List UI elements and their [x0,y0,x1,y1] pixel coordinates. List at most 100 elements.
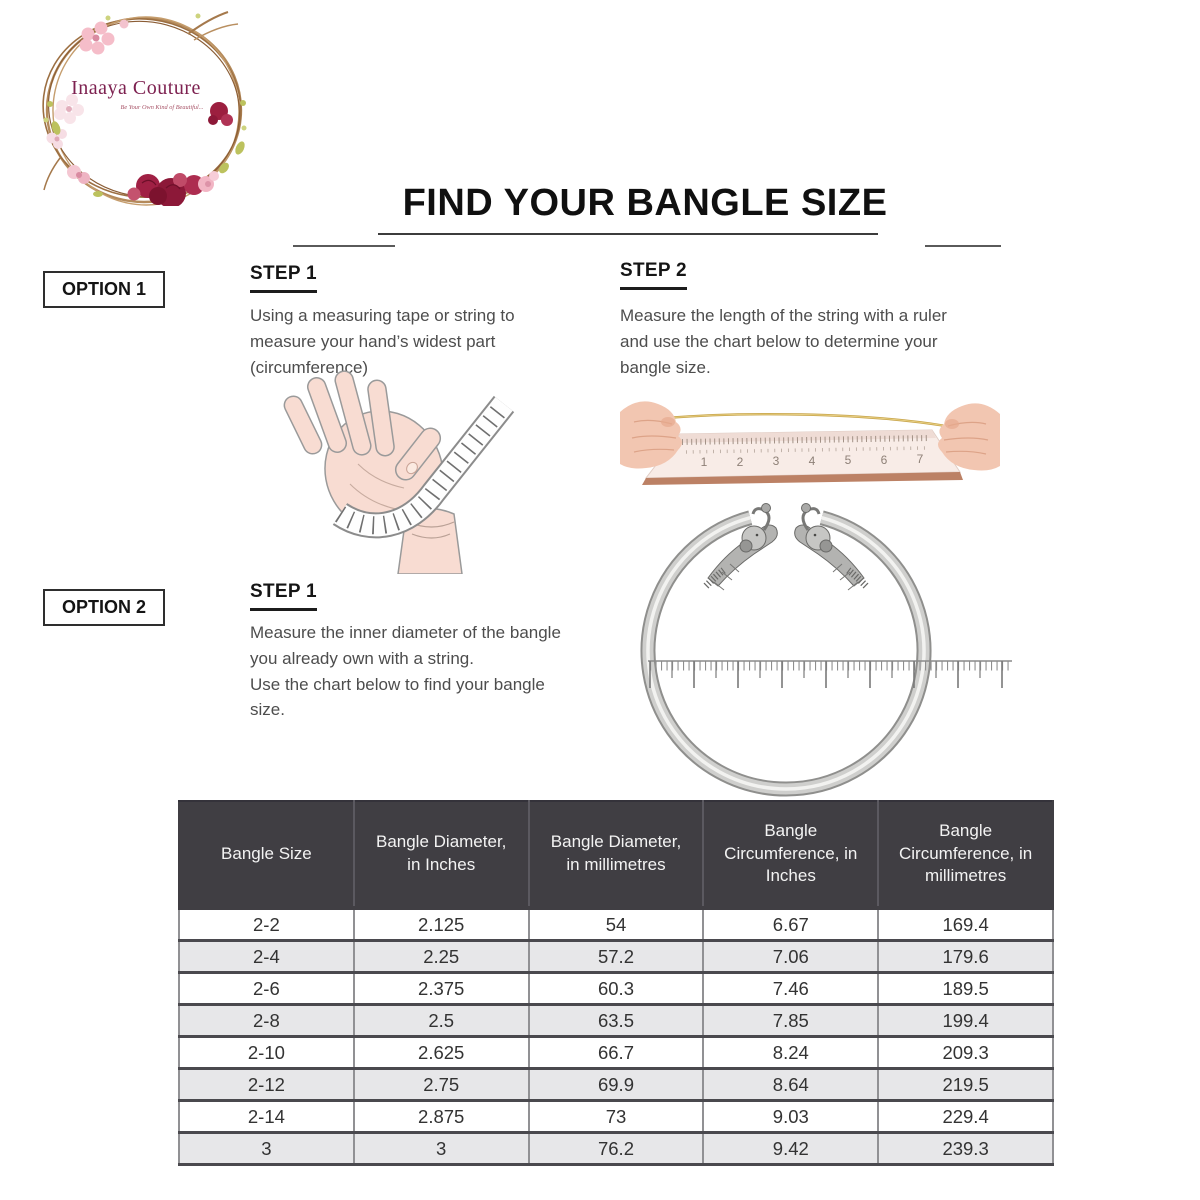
string-over-ruler-photo: 1 2 3 4 5 6 7 [620,401,1000,485]
cell: 7.85 [702,1003,880,1037]
cell: 60.3 [527,971,705,1005]
cell: 2-6 [178,971,355,1005]
cell: 6.67 [702,906,880,941]
title-underline [378,233,878,235]
wreath-leaves [43,13,247,197]
bangle-over-ruler-illustration [640,503,1012,797]
cell: 2.25 [352,939,530,973]
text-line: and use the chart below to determine you… [620,331,938,351]
table-row: 3 3 76.2 9.42 239.3 [178,1131,1054,1166]
cell: 69.9 [527,1067,705,1101]
flower-right-maroon [208,102,233,126]
option2-label: OPTION 2 [43,589,165,626]
bangle-ring [640,510,932,797]
text-line: (circumference) [250,357,369,377]
cell: 7.46 [702,971,880,1005]
thumb [394,427,442,481]
brand-logo: Inaaya Couture Be Your Own Kind of Beaut… [42,11,247,206]
flower-bottom-left [67,165,90,184]
cell: 2-14 [178,1099,355,1133]
option1-step2-text: Measure the length of the string with a … [620,303,1030,380]
cell: 179.6 [877,939,1054,973]
option2-step1-text: Measure the inner diameter of the bangle… [250,620,630,723]
flower-left [46,94,84,149]
cell: 189.5 [877,971,1054,1005]
page-title: FIND YOUR BANGLE SIZE [402,182,888,224]
col-header-bangle-size: Bangle Size [178,800,355,910]
decorative-line-right [925,245,1001,247]
cell: 8.64 [702,1067,880,1101]
cell: 2-2 [178,906,355,941]
text-line: you already own with a string. [250,648,474,668]
cell: 199.4 [877,1003,1054,1037]
text-line: Use the chart below to find your bangle [250,674,545,694]
size-chart-table: Bangle Size Bangle Diameter, in Inches B… [178,800,1054,1166]
right-hand [938,403,1000,471]
option1-step1-text: Using a measuring tape or string to meas… [250,303,590,380]
brand-name: Inaaya Couture [71,77,201,99]
hand-measuring-tape-illustration [283,370,515,574]
svg-text:3: 3 [773,454,780,468]
text-line: Measure the length of the string with a … [620,306,947,325]
cell: 2.125 [352,906,530,941]
table-row: 2-12 2.75 69.9 8.64 219.5 [178,1067,1054,1101]
cell: 8.24 [702,1035,880,1069]
svg-text:1: 1 [701,455,708,469]
col-header-diameter-inches: Bangle Diameter, in Inches [352,800,530,910]
cell: 7.06 [702,939,880,973]
table-row: 2-8 2.5 63.5 7.85 199.4 [178,1003,1054,1037]
col-header-diameter-mm: Bangle Diameter, in millimetres [527,800,705,910]
cell: 3 [178,1131,355,1166]
text-line: measure your hand’s widest part [250,331,496,351]
text-line: Measure the inner diameter of the bangle [250,623,561,642]
cell: 57.2 [527,939,705,973]
option1-step2-heading: STEP 2 [620,260,687,290]
string [665,412,947,428]
brand-tagline: Be Your Own Kind of Beautiful... [120,104,203,111]
left-hand [620,401,682,469]
table-row: 2-10 2.625 66.7 8.24 209.3 [178,1035,1054,1069]
decorative-line-left [293,245,395,247]
cell: 2-12 [178,1067,355,1101]
ruler-scale [648,660,1012,688]
text-line: Using a measuring tape or string to [250,306,515,325]
cell: 63.5 [527,1003,705,1037]
cell: 239.3 [877,1131,1054,1166]
cell: 73 [527,1099,705,1133]
cell: 169.4 [877,906,1054,941]
svg-text:7: 7 [917,452,924,466]
cell: 9.03 [702,1099,880,1133]
cell: 66.7 [527,1035,705,1069]
cell: 3 [352,1131,530,1166]
table-row: 2-6 2.375 60.3 7.46 189.5 [178,971,1054,1005]
cell: 2.75 [352,1067,530,1101]
cell: 2-10 [178,1035,355,1069]
cell: 76.2 [527,1131,705,1166]
header-row: Bangle Size Bangle Diameter, in Inches B… [178,800,1054,910]
option1-label: OPTION 1 [43,271,165,308]
cell: 2.625 [352,1035,530,1069]
table-row: 2-14 2.875 73 9.03 229.4 [178,1099,1054,1133]
elephant-head-right [794,503,869,591]
ruler-numbers: 1 2 3 4 5 6 7 [701,452,924,469]
svg-text:5: 5 [845,453,852,467]
cell: 219.5 [877,1067,1054,1101]
cell: 2.5 [352,1003,530,1037]
rose-cluster-bottom [127,173,204,206]
svg-text:6: 6 [881,453,888,467]
flower-top-left [79,19,129,55]
option2-step1-heading: STEP 1 [250,581,317,611]
svg-text:2: 2 [737,455,744,469]
col-header-circumference-mm: Bangle Circumference, in millimetres [877,800,1054,910]
measuring-tape [332,395,515,539]
cell: 9.42 [702,1131,880,1166]
size-chart-body: 2-2 2.125 54 6.67 169.4 2-4 2.25 57.2 7.… [178,906,1054,1166]
cell: 229.4 [877,1099,1054,1133]
elephant-head-left [703,503,778,591]
col-header-circumference-inches: Bangle Circumference, in Inches [702,800,880,910]
size-chart-header: Bangle Size Bangle Diameter, in Inches B… [178,800,1054,910]
table-row: 2-2 2.125 54 6.67 169.4 [178,906,1054,941]
cell: 54 [527,906,705,941]
cell: 2-4 [178,939,355,973]
